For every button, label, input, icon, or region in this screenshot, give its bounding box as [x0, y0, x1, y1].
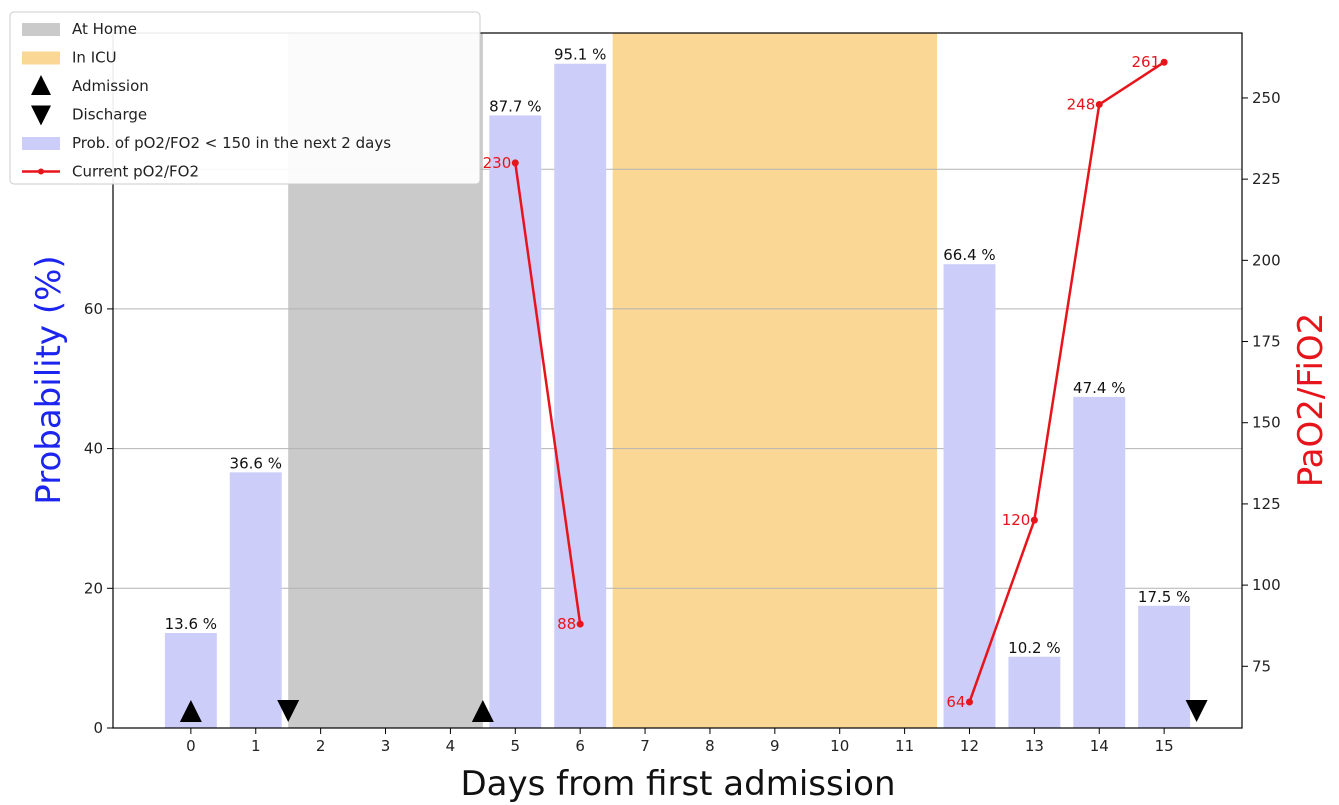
- bar-label: 36.6 %: [230, 454, 282, 472]
- x-tick-label: 8: [705, 737, 715, 755]
- x-tick-label: 4: [446, 737, 456, 755]
- line-segment-0: [514, 162, 582, 625]
- x-tick-label: 14: [1090, 737, 1109, 755]
- admission-marker: [471, 700, 494, 722]
- legend-label: In ICU: [72, 49, 117, 67]
- right-tick-label: 175: [1252, 333, 1281, 351]
- left-tick-label: 40: [84, 440, 103, 458]
- right-tick-label: 250: [1252, 89, 1281, 107]
- bar-label: 17.5 %: [1138, 588, 1190, 606]
- legend-label: At Home: [72, 20, 137, 38]
- legend: At Home In ICU Admission Discharge Prob. of …: [9, 11, 481, 185]
- right-tick-label: 100: [1252, 576, 1281, 594]
- line-point-day-15: [1160, 58, 1168, 66]
- x-tick-label: 0: [186, 737, 196, 755]
- right-tick-label: 225: [1252, 170, 1281, 188]
- bar-day-5: [489, 115, 542, 728]
- x-tick-label: 12: [960, 737, 979, 755]
- right-tick-label: 75: [1252, 657, 1271, 675]
- legend-swatch-span-home: [22, 23, 60, 36]
- x-axis-title: Days from first admission: [460, 764, 895, 804]
- discharge-marker: [1185, 700, 1208, 722]
- line-label: 261: [1131, 53, 1160, 71]
- line-point-day-6: [576, 620, 584, 628]
- axes: 0 1 2 3 4 5 6 7 8 9 10 11 12 13 14 15020406075100125150…: [84, 32, 1281, 755]
- line-point-day-14: [1095, 100, 1103, 108]
- bar-label: 87.7 %: [489, 97, 541, 115]
- legend-line-point: [38, 168, 44, 175]
- plot-frame: [112, 32, 1243, 729]
- x-tick-label: 5: [511, 737, 521, 755]
- x-tick-label: 3: [381, 737, 391, 755]
- bar-label: 13.6 %: [165, 615, 217, 633]
- bar-day-15: [1138, 605, 1191, 728]
- bar-day-13: [1008, 656, 1061, 728]
- line-segment-1: [968, 61, 1165, 703]
- bar-label: 95.1 %: [554, 46, 606, 64]
- left-tick-label: 0: [93, 719, 103, 737]
- pao2-fio2-line: [511, 58, 1168, 706]
- legend-swatch-span-icu: [22, 51, 60, 65]
- line-point-day-5: [511, 159, 519, 167]
- legend-label: Admission: [72, 77, 149, 95]
- x-tick-label: 1: [251, 737, 261, 755]
- left-tick-label: 20: [84, 579, 103, 597]
- legend-discharge-marker: [31, 105, 51, 126]
- line-point-day-13: [1030, 516, 1038, 524]
- right-tick-label: 200: [1252, 251, 1281, 269]
- right-axis-title: PaO2/FiO2: [1291, 313, 1331, 488]
- right-tick-label: 125: [1252, 495, 1281, 513]
- line-label: 230: [483, 154, 512, 172]
- right-tick-label: 150: [1252, 414, 1281, 432]
- x-tick-label: 10: [830, 737, 849, 755]
- legend-label: Current pO2/FO2: [72, 163, 199, 181]
- legend-admission-marker: [31, 75, 51, 95]
- line-label: 64: [946, 693, 965, 711]
- bar-label: 47.4 %: [1073, 379, 1125, 397]
- x-tick-label: 13: [1025, 737, 1044, 755]
- bar-label: 10.2 %: [1008, 639, 1060, 657]
- x-tick-label: 7: [640, 737, 650, 755]
- legend-label: Prob. of pO2/FO2 < 150 in the next 2 day…: [72, 134, 391, 152]
- legend-label: Discharge: [72, 106, 147, 124]
- line-label: 120: [1002, 511, 1031, 529]
- bar-day-14: [1073, 396, 1126, 728]
- line-label: 248: [1067, 95, 1096, 113]
- bar-label: 66.4 %: [943, 246, 995, 264]
- x-tick-label: 6: [575, 737, 585, 755]
- left-tick-label: 60: [84, 300, 103, 318]
- span-in-icu: [612, 33, 938, 728]
- data-labels: 13.6 % 36.6 % 87.7 % 95.1 % 66.4 % 10.2 % 47.4…: [165, 46, 1191, 711]
- x-tick-label: 11: [895, 737, 914, 755]
- legend-box: [9, 11, 481, 185]
- admission-marker: [179, 700, 202, 722]
- discharge-marker: [277, 700, 300, 722]
- x-tick-label: 9: [770, 737, 780, 755]
- x-tick-label: 15: [1155, 737, 1174, 755]
- line-label: 88: [557, 615, 576, 633]
- x-tick-label: 2: [316, 737, 326, 755]
- bar-day-12: [943, 264, 996, 728]
- bar-day-1: [229, 472, 282, 728]
- line-point-day-12: [965, 698, 973, 706]
- legend-swatch-bar: [22, 137, 60, 150]
- event-markers: [179, 700, 1208, 722]
- left-axis-title: Probability (%): [29, 255, 69, 504]
